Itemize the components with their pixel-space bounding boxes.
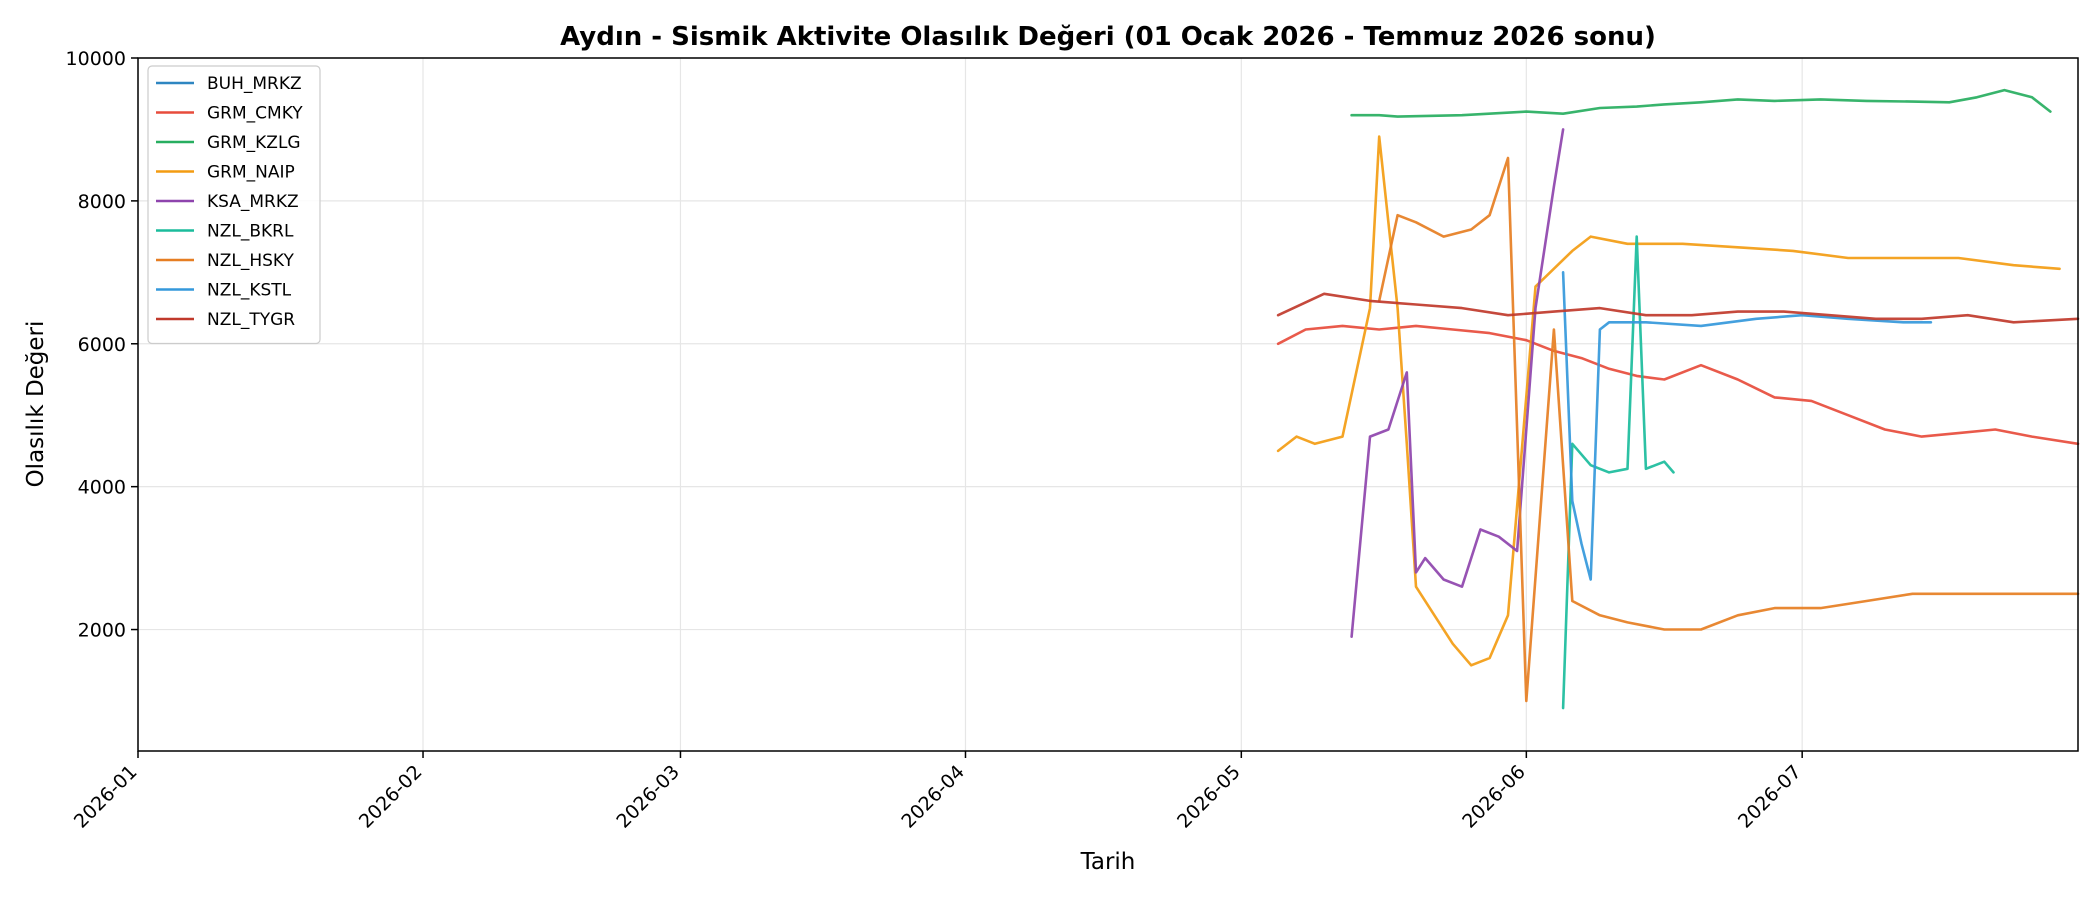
- y-tick-label: 2000: [78, 620, 126, 642]
- series-line-nzl-bkrl: [1561, 235, 1675, 710]
- y-axis: 2000 4000 6000 8000 10000: [66, 48, 138, 642]
- plot-frame: [137, 57, 2079, 752]
- legend-label: NZL_BKRL: [207, 222, 294, 242]
- x-tick-label: 2026-02: [355, 761, 427, 833]
- legend-label: NZL_TYGR: [207, 310, 295, 330]
- y-tick-label: 8000: [78, 191, 126, 213]
- legend: BUH_MRKZ GRM_CMKY GRM_KZLG GRM_NAIP KSA_MRKZ…: [147, 65, 321, 345]
- legend-label: GRM_KZLG: [207, 133, 301, 153]
- series-line-grm-naip: [1276, 135, 2061, 667]
- series-line-nzl-hsky: [1377, 156, 2080, 703]
- chart-title: Aydın - Sismik Aktivite Olasılık Değeri …: [560, 22, 1656, 52]
- legend-label: KSA_MRKZ: [207, 192, 299, 212]
- y-axis-label: Olasılık Değeri: [23, 321, 49, 488]
- series-line-nzl-tygr: [1276, 292, 2080, 324]
- x-tick-label: 2026-06: [1458, 761, 1530, 833]
- legend-label: BUH_MRKZ: [207, 74, 302, 94]
- y-tick-label: 6000: [78, 334, 126, 356]
- x-tick-label: 2026-01: [70, 761, 142, 833]
- series-lines: [1276, 88, 2080, 710]
- legend-label: GRM_CMKY: [207, 104, 303, 124]
- legend-label: GRM_NAIP: [207, 163, 295, 183]
- x-tick-label: 2026-03: [612, 761, 684, 833]
- x-tick-label: 2026-04: [897, 761, 969, 833]
- series-line-nzl-kstl: [1561, 270, 1933, 581]
- x-axis: 2026-01 2026-02 2026-03 2026-04 2026-05 2026-…: [70, 751, 1806, 833]
- y-tick-label: 4000: [78, 477, 126, 499]
- x-tick-label: 2026-05: [1173, 761, 1245, 833]
- legend-box: [147, 65, 321, 345]
- grid: [137, 57, 2078, 751]
- series-line-grm-cmky: [1276, 324, 2080, 446]
- x-tick-label: 2026-07: [1734, 761, 1806, 833]
- series-line-ksa-mrkz: [1350, 128, 1565, 639]
- y-tick-label: 10000: [66, 48, 126, 70]
- legend-label: NZL_KSTL: [207, 281, 292, 301]
- x-axis-label: Tarih: [1080, 849, 1136, 875]
- legend-label: NZL_HSKY: [207, 251, 294, 271]
- series-line-grm-kzlg: [1350, 88, 2052, 118]
